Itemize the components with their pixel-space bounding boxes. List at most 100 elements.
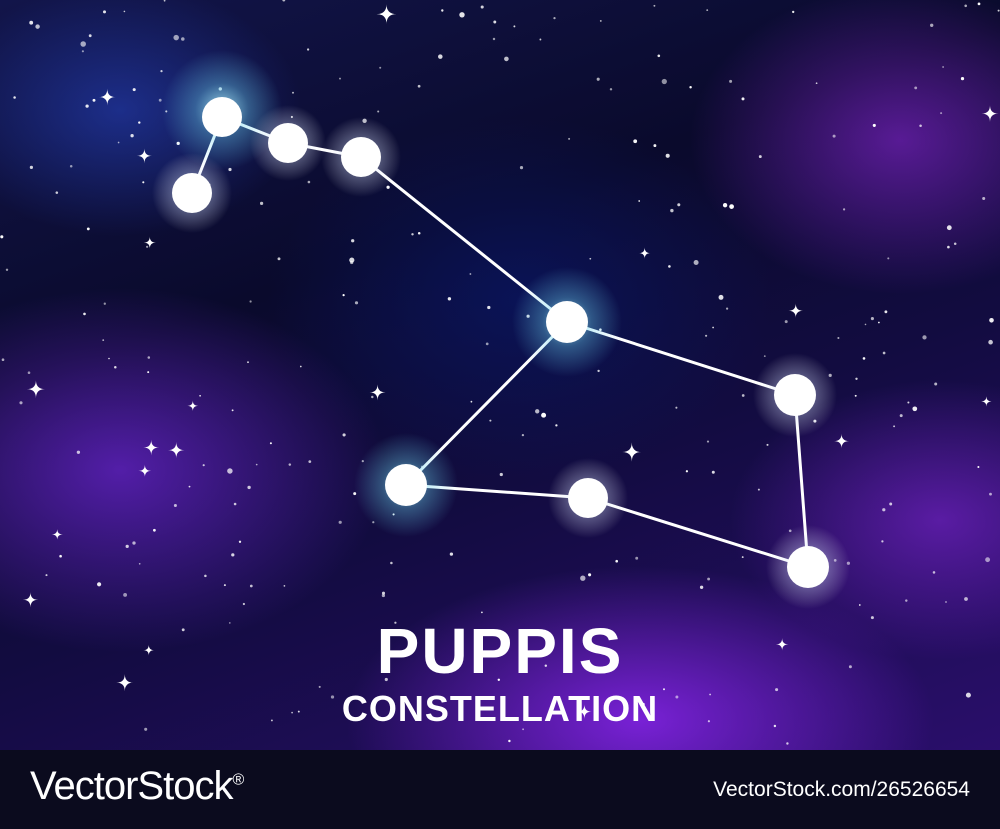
background-star — [231, 553, 235, 557]
background-star — [932, 571, 936, 574]
background-star — [270, 719, 273, 722]
sparkle-star — [98, 88, 116, 106]
background-star — [609, 88, 613, 91]
background-star — [960, 76, 965, 81]
background-star — [522, 728, 524, 731]
background-star — [555, 424, 558, 427]
background-star — [858, 604, 861, 606]
background-star — [123, 592, 128, 597]
constellation-title: PUPPIS — [376, 615, 624, 687]
background-star — [379, 66, 382, 69]
background-star — [80, 41, 86, 47]
background-star — [854, 394, 857, 397]
background-star — [83, 312, 86, 316]
sparkle-star — [138, 464, 152, 478]
background-star — [882, 508, 886, 512]
background-star — [371, 395, 374, 399]
background-star — [539, 38, 542, 41]
background-star — [499, 472, 503, 477]
background-star — [842, 208, 846, 211]
background-star — [227, 468, 233, 474]
background-star — [905, 599, 908, 602]
background-star — [233, 502, 237, 506]
background-star — [277, 257, 281, 261]
background-star — [231, 409, 234, 412]
background-star — [76, 450, 81, 454]
background-star — [758, 155, 762, 159]
background-star — [288, 463, 292, 466]
background-star — [308, 460, 312, 463]
sparkle-star — [187, 400, 199, 412]
background-star — [705, 334, 708, 337]
sparkle-star — [168, 441, 185, 459]
background-star — [977, 2, 981, 6]
background-star — [485, 342, 489, 346]
background-star — [92, 98, 96, 102]
background-star — [255, 463, 258, 466]
sparkle-star — [51, 528, 63, 541]
background-star — [642, 702, 645, 706]
background-star — [497, 678, 501, 682]
background-star — [449, 552, 454, 556]
background-star — [342, 433, 346, 437]
background-star — [29, 165, 33, 169]
sparkle-star — [143, 236, 156, 249]
background-star — [997, 9, 1000, 12]
background-star — [147, 371, 150, 374]
background-star — [729, 204, 734, 209]
background-star — [675, 695, 679, 699]
background-star — [946, 225, 952, 231]
background-star — [665, 153, 670, 158]
sparkle-star — [26, 380, 46, 399]
background-star — [689, 86, 692, 89]
background-star — [417, 232, 421, 235]
background-star — [930, 23, 934, 27]
background-star — [19, 401, 23, 405]
background-star — [447, 297, 452, 301]
background-star — [599, 19, 602, 22]
constellation-star — [774, 374, 816, 416]
background-star — [945, 601, 947, 603]
background-star — [223, 584, 226, 587]
background-star — [535, 409, 540, 414]
background-star — [247, 361, 249, 364]
stock-image-id: VectorStock.com/26526654 — [713, 778, 970, 801]
background-star — [953, 242, 957, 245]
background-star — [508, 739, 511, 743]
background-star — [712, 326, 714, 329]
constellation-star — [202, 97, 242, 137]
background-star — [441, 9, 444, 12]
background-star — [163, 0, 166, 2]
background-star — [269, 442, 272, 445]
background-star — [766, 443, 769, 446]
sparkle-star — [136, 148, 152, 164]
background-star — [438, 54, 443, 59]
background-star — [85, 104, 89, 108]
background-star — [786, 742, 789, 745]
sparkle-star — [376, 4, 397, 25]
background-star — [699, 585, 704, 589]
background-star — [487, 305, 491, 310]
background-star — [881, 540, 884, 543]
title-block: PUPPIS CONSTELLATION — [0, 615, 1000, 729]
background-star — [97, 582, 102, 587]
background-star — [792, 10, 795, 14]
background-star — [0, 235, 4, 239]
background-star — [862, 357, 866, 360]
background-star — [390, 561, 393, 565]
background-star — [872, 123, 876, 127]
background-star — [884, 310, 888, 314]
background-star — [864, 323, 867, 326]
constellation-star — [172, 173, 212, 213]
background-star — [942, 66, 944, 68]
background-star — [283, 585, 286, 587]
background-star — [653, 144, 657, 148]
background-star — [832, 134, 836, 138]
background-star — [887, 257, 890, 260]
background-star — [709, 693, 711, 696]
sparkle-star — [981, 105, 999, 123]
background-star — [102, 339, 105, 341]
background-star — [228, 622, 231, 624]
background-star — [675, 406, 678, 409]
background-star — [481, 611, 483, 614]
